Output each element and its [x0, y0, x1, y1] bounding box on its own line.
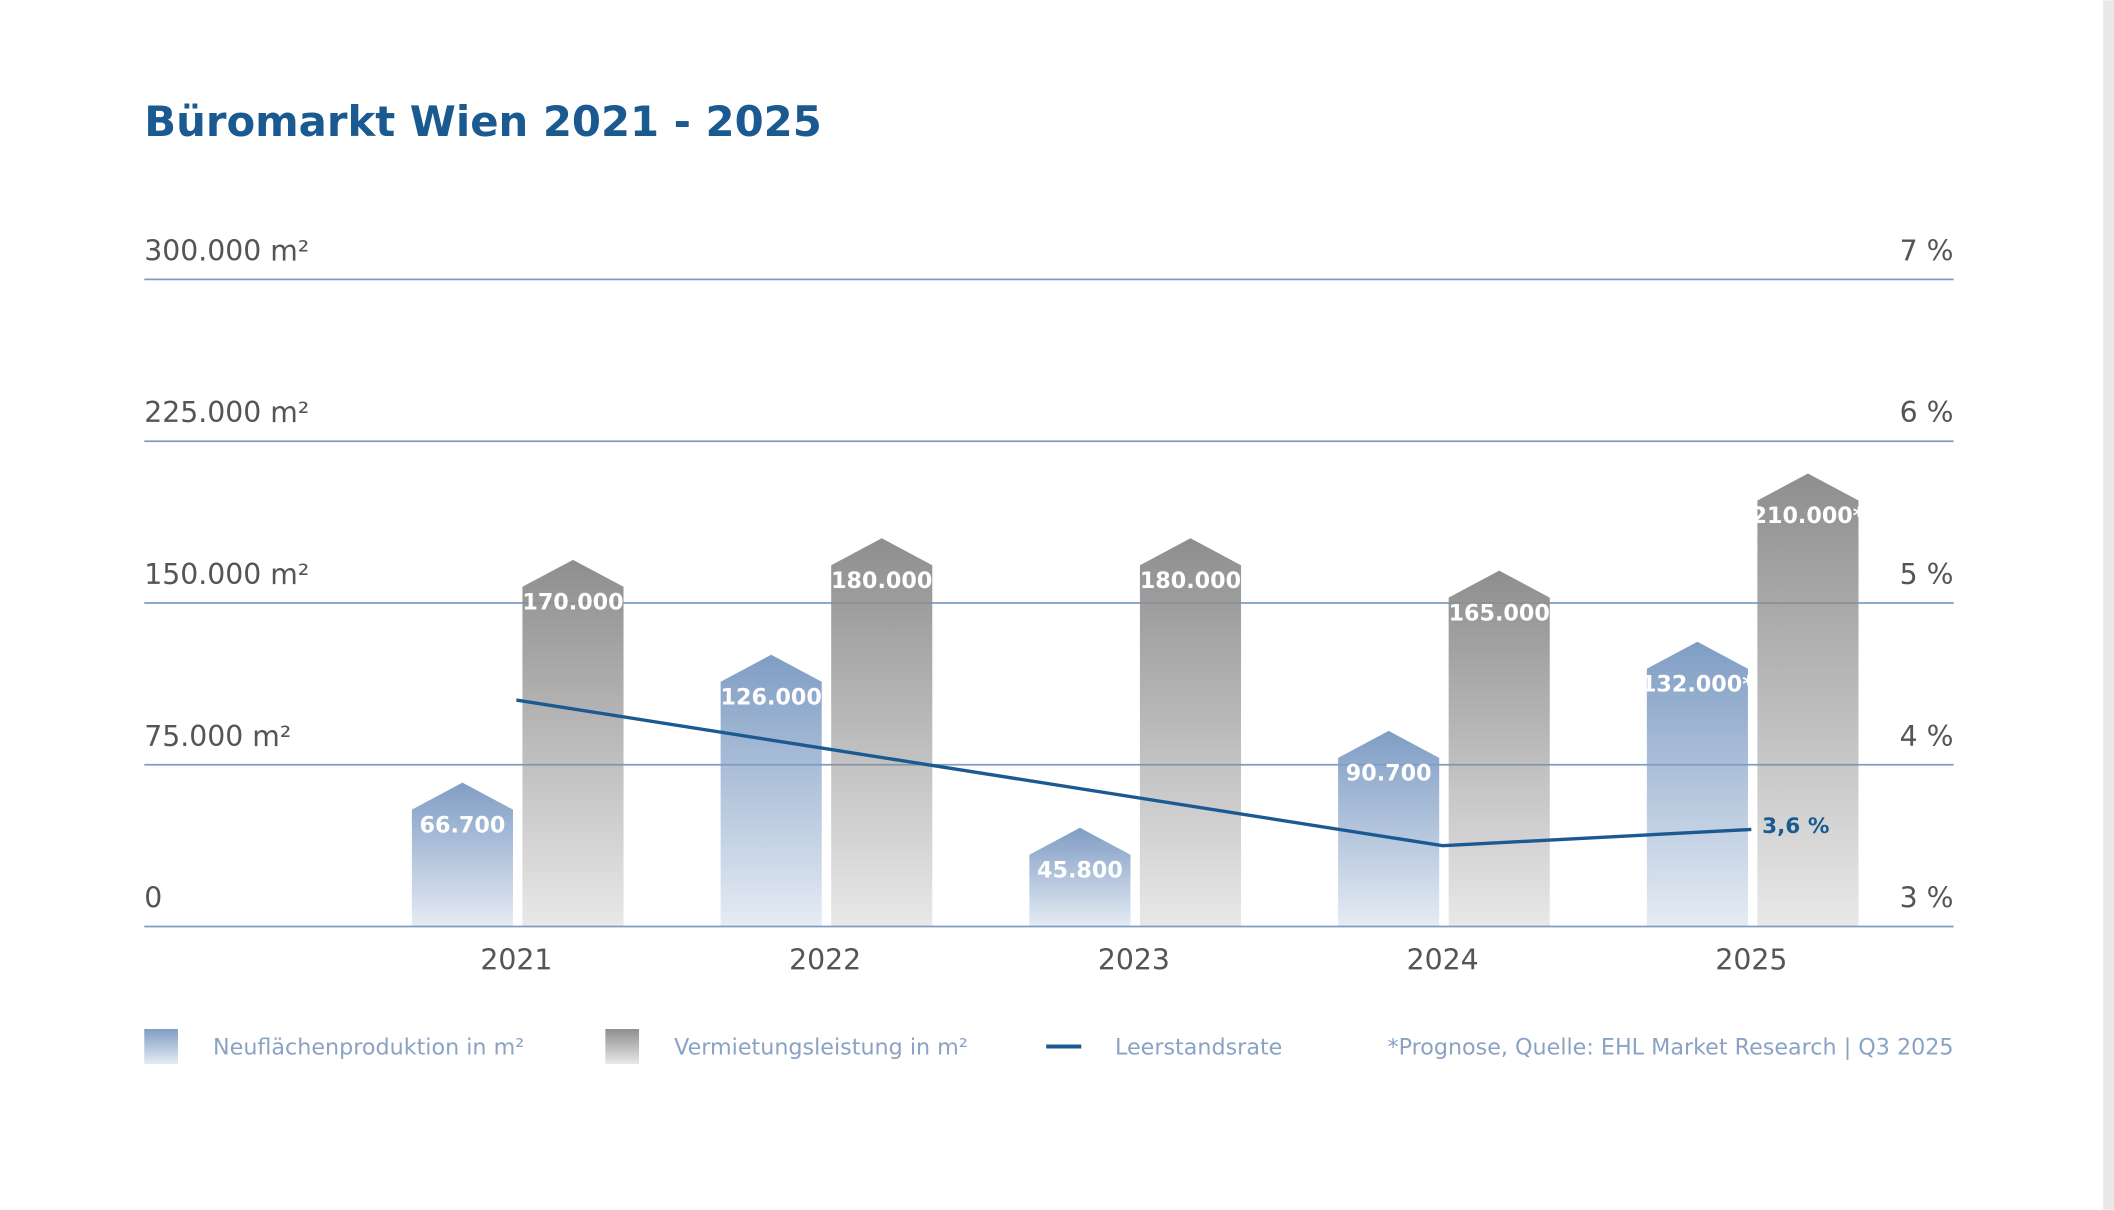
bar: [1139, 538, 1242, 927]
y2-tick-label: 5 %: [1900, 558, 1954, 591]
bar: [522, 559, 624, 927]
scrollbar: [2103, 0, 2114, 1210]
x-tick-label: 2025: [1715, 944, 1787, 977]
bar: [831, 538, 933, 927]
legend-swatch: [144, 1029, 178, 1065]
data-label: 126.000: [721, 684, 822, 710]
x-tick-label: 2022: [789, 944, 861, 977]
y-tick-label: 225.000 m²: [144, 396, 309, 429]
bar: [1448, 570, 1550, 927]
y-tick-label: 0: [144, 882, 162, 915]
bar: [1338, 730, 1440, 927]
data-label: 210.000*: [1752, 503, 1865, 529]
bar: [1029, 827, 1131, 927]
footnote: *Prognose, Quelle: EHL Market Research |…: [1387, 1034, 1953, 1060]
bar: [411, 782, 513, 927]
y-tick-label: 150.000 m²: [144, 558, 309, 591]
data-label: 170.000: [522, 589, 623, 615]
x-tick-label: 2021: [480, 944, 552, 977]
x-tick-label: 2023: [1098, 944, 1170, 977]
y-tick-label: 75.000 m²: [144, 720, 291, 753]
chart-title: Büromarkt Wien 2021 - 2025: [144, 97, 822, 146]
y2-tick-label: 3 %: [1900, 882, 1954, 915]
data-label: 180.000: [1140, 568, 1241, 594]
legend-label: Vermietungsleistung in m²: [674, 1034, 968, 1060]
bar: [1757, 473, 1859, 927]
y2-tick-label: 7 %: [1900, 234, 1954, 267]
data-label: 165.000: [1449, 600, 1550, 626]
data-label: 3,6 %: [1762, 814, 1829, 839]
y2-tick-label: 6 %: [1900, 396, 1954, 429]
bar: [720, 654, 822, 927]
y-tick-label: 300.000 m²: [144, 234, 309, 267]
data-label: 45.800: [1037, 857, 1123, 883]
data-label: 132.000*: [1641, 671, 1754, 697]
legend-label: Neuflächenproduktion in m²: [213, 1034, 524, 1060]
x-tick-label: 2024: [1407, 944, 1479, 977]
bar: [1646, 641, 1748, 927]
data-label: 180.000: [831, 568, 932, 594]
data-label: 90.700: [1346, 761, 1432, 787]
y2-tick-label: 4 %: [1900, 720, 1954, 753]
line-series: [516, 698, 1752, 848]
legend-swatch: [605, 1029, 640, 1065]
data-label: 66.700: [420, 812, 506, 838]
legend-label: Leerstandsrate: [1115, 1034, 1282, 1060]
